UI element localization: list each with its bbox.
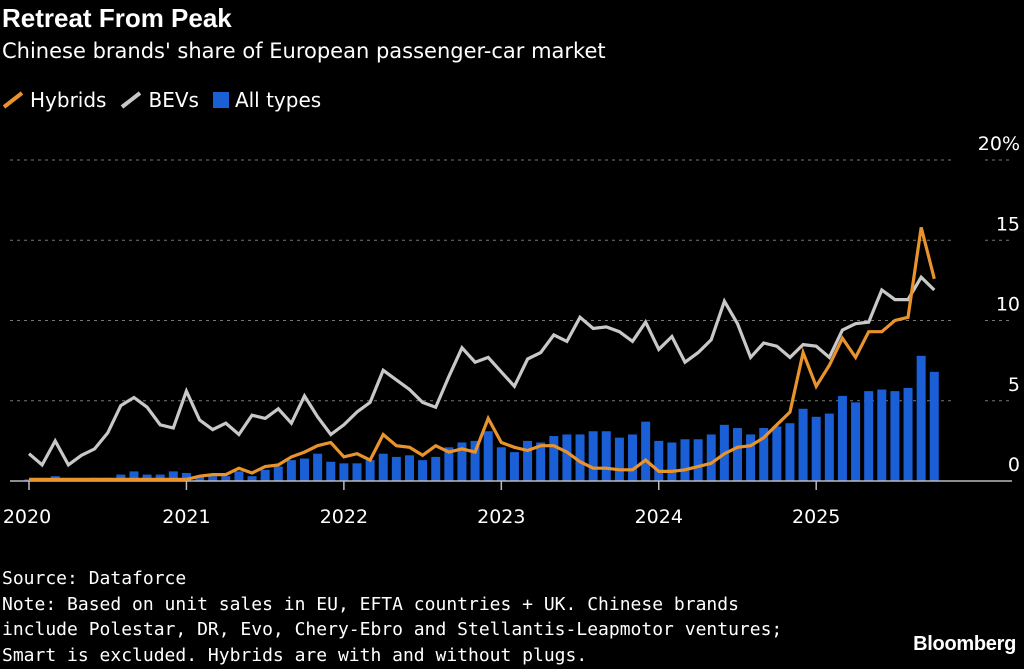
bar [339,463,349,481]
legend-line-bevs-icon [121,91,142,109]
bar [457,442,467,481]
bar [418,460,428,481]
bar [549,436,559,481]
bar [378,453,388,481]
bar [785,423,795,481]
bar [916,355,926,481]
bar [247,476,257,481]
bar [260,469,270,481]
line-hybrids [29,227,936,481]
chart-subtitle: Chinese brands' share of European passen… [2,39,606,63]
x-tick-label: 2020 [3,506,51,528]
bar [759,428,769,481]
y-tick-label: 15 [996,213,1020,235]
bar [824,413,834,481]
bar [746,434,756,481]
bar [221,476,231,481]
bar [444,447,454,481]
bar [195,476,205,481]
source-text: Source: Dataforce [2,568,187,589]
bar [208,476,218,481]
legend-label-all-types: All types [234,88,322,112]
legend-item-bevs: BEVs [120,88,199,112]
legend-item-hybrids: Hybrids [2,88,106,112]
bar [300,458,310,481]
note-line-1: Note: Based on unit sales in EU, EFTA co… [2,593,739,615]
legend-label-hybrids: Hybrids [30,88,107,112]
bar [641,421,651,481]
bar [523,440,533,481]
bar [877,389,887,481]
y-tick-label: 20% [978,133,1020,155]
bar [811,416,821,481]
bloomberg-logo: Bloomberg [913,633,1016,655]
bar [601,431,611,481]
y-tick-label: 0 [1008,454,1020,476]
bar [404,455,414,481]
bar [693,439,703,481]
bar [536,442,546,481]
bar [837,395,847,481]
bar [654,440,664,481]
bar [313,453,323,481]
bar [588,431,598,481]
bar [706,434,716,481]
legend-label-bevs: BEVs [148,88,199,112]
bar [352,463,362,481]
bar [365,460,375,481]
legend-line-hybrids-icon [2,91,24,109]
bar [929,371,939,481]
footer: Source: Dataforce Note: Based on unit sa… [2,566,782,668]
legend-square-all-types-icon [212,92,229,108]
note-line-2: include Polestar, DR, Evo, Chery-Ebro an… [2,619,783,640]
bar [614,437,624,481]
line-bevs [27,274,936,468]
y-tick-label: 5 [1008,374,1020,396]
bar [496,447,506,481]
x-tick-label: 2021 [162,506,210,528]
bar [890,391,900,481]
bar [234,471,244,481]
bar [798,408,808,481]
bar [483,431,493,481]
bar [326,461,336,481]
bar [903,387,913,481]
legend-item-all-types: All types [212,88,322,112]
bar [181,472,191,481]
note-line-3: Smart is excluded. Hybrids are with and … [2,644,588,666]
bar [116,474,126,481]
bar [286,460,296,481]
bar [273,466,283,481]
legend: Hybrids BEVs All types [2,88,321,112]
bar [142,474,152,481]
x-tick-label: 2025 [792,506,840,528]
x-tick-label: 2024 [635,506,683,528]
x-tick-label: 2022 [320,506,368,528]
bar [168,471,178,481]
bar [129,471,139,481]
x-tick-label: 2023 [477,506,525,528]
bar [470,440,480,481]
bar [562,434,572,481]
y-tick-label: 10 [996,294,1020,316]
bar [851,402,861,481]
bar [575,434,585,481]
bar [628,434,638,481]
bar [509,452,519,481]
chart-title: Retreat From Peak [2,3,232,33]
bar [680,439,690,481]
bar [667,442,677,481]
bar [772,426,782,481]
bar [864,391,874,481]
bar [732,428,742,481]
bar [391,456,401,481]
bar [431,456,441,481]
bar [155,474,165,481]
